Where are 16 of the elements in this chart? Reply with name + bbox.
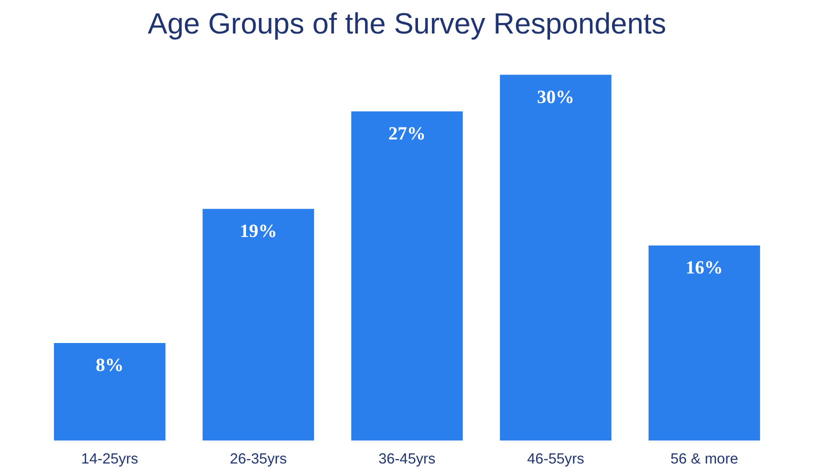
x-tick-label: 26-35yrs: [230, 452, 287, 468]
bar: [648, 245, 760, 440]
x-tick-label: 36-45yrs: [378, 452, 436, 468]
bar: [54, 342, 166, 440]
data-label: 8%: [96, 354, 124, 376]
data-label: 16%: [686, 257, 723, 278]
x-tick-label: 14-25yrs: [81, 452, 138, 468]
bar: [351, 111, 463, 440]
bar: [500, 74, 612, 440]
x-tick-label: 56 & more: [670, 452, 738, 468]
x-tick-label: 46-55yrs: [527, 452, 584, 468]
data-label: 27%: [388, 123, 426, 144]
chart-title: Age Groups of the Survey Respondents: [148, 8, 666, 40]
data-label: 19%: [240, 220, 277, 242]
data-label: 30%: [537, 86, 574, 108]
bar: [202, 208, 314, 440]
